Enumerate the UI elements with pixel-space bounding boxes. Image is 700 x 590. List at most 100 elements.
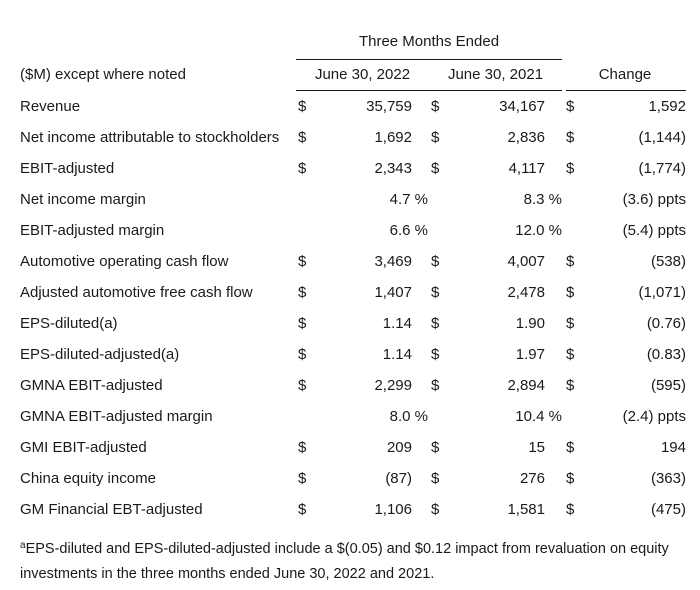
row-label: GMNA EBIT-adjusted	[20, 377, 163, 394]
table-row: EPS-diluted-adjusted(a) $1.14 $1.97 $ (0.83)	[0, 342, 700, 373]
dollar-sign: $	[566, 98, 575, 115]
value-change: (2.4) ppts	[622, 408, 686, 425]
dollar-sign: $	[298, 377, 307, 394]
table-body: Revenue $35,759 $34,167 $1,592 Net income at…	[0, 94, 700, 528]
dollar-sign: $	[431, 253, 440, 270]
value-2021: 4,117	[508, 160, 545, 177]
value-2022: 35,759	[366, 98, 412, 115]
value-2021: 2,836	[507, 129, 545, 146]
dollar-sign: $	[431, 129, 440, 146]
table-row: GMI EBIT-adjusted $209 $15 $194	[0, 435, 700, 466]
row-label: Net income margin	[20, 191, 146, 208]
value-2021: 1.90	[515, 315, 545, 332]
value-2022: 1,692	[374, 129, 412, 146]
row-label: EPS-diluted(a)	[20, 315, 118, 332]
dollar-sign: $	[566, 439, 575, 456]
header-col-2022: June 30, 2022	[314, 66, 411, 83]
table-row: GMNA EBIT-adjusted margin 8.0 % 10.4 % (2.4…	[0, 404, 700, 435]
value-2022: (87)	[385, 470, 412, 487]
dollar-sign: $	[298, 315, 307, 332]
dollar-sign: $	[298, 470, 307, 487]
value-2021: 1,581	[507, 501, 545, 518]
row-label: EPS-diluted-adjusted(a)	[20, 346, 180, 363]
dollar-sign: $	[298, 439, 307, 456]
dollar-sign: $	[431, 501, 440, 518]
row-label: EBIT-adjusted margin	[20, 222, 165, 239]
dollar-sign: $	[431, 439, 440, 456]
dollar-sign: $	[566, 129, 575, 146]
value-change: 1,592	[648, 98, 686, 115]
dollar-sign: $	[566, 346, 575, 363]
value-2022: 2,343	[374, 160, 412, 177]
dollar-sign: $	[566, 315, 575, 332]
value-change: (595)	[650, 377, 686, 394]
dollar-sign: $	[566, 253, 575, 270]
dollar-sign: $	[298, 129, 307, 146]
footnote: aEPS-diluted and EPS-diluted-adjusted in…	[20, 533, 690, 587]
dollar-sign: $	[566, 470, 575, 487]
margin-2022: 6.6 %	[389, 222, 428, 239]
dollar-sign: $	[431, 346, 440, 363]
table-row: Adjusted automotive free cash flow $1,407…	[0, 280, 700, 311]
value-2021: 2,478	[507, 284, 545, 301]
margin-2022: 4.7 %	[389, 191, 428, 208]
margin-2021: 10.4 %	[515, 408, 562, 425]
dollar-sign: $	[298, 284, 307, 301]
value-2021: 2,894	[507, 377, 545, 394]
dollar-sign: $	[566, 284, 575, 301]
value-2022: 1.14	[382, 346, 412, 363]
table-row: Net income attributable to stockholders $…	[0, 125, 700, 156]
value-2022: 1,407	[374, 284, 412, 301]
dollar-sign: $	[431, 98, 440, 115]
dollar-sign: $	[566, 501, 575, 518]
value-2022: 209	[386, 439, 412, 456]
dollar-sign: $	[431, 284, 440, 301]
row-label: China equity income	[20, 470, 156, 487]
row-label: GMNA EBIT-adjusted margin	[20, 408, 213, 425]
value-change: (363)	[650, 470, 686, 487]
value-change: (1,071)	[638, 284, 686, 301]
dollar-sign: $	[298, 160, 307, 177]
table-row: EPS-diluted(a) $1.14 $1.90 $ (0.76)	[0, 311, 700, 342]
value-change: 194	[660, 439, 686, 456]
table-row: GMNA EBIT-adjusted $2,299 $2,894 $ (595)	[0, 373, 700, 404]
row-label: Adjusted automotive free cash flow	[20, 284, 253, 301]
dollar-sign: $	[431, 160, 440, 177]
header-label: ($M) except where noted	[20, 66, 186, 83]
value-2021: 34,167	[499, 98, 545, 115]
header-col-change: Change	[598, 66, 652, 83]
row-label: GM Financial EBT-adjusted	[20, 501, 203, 518]
table-row: EBIT-adjusted $2,343 $4,117 $ (1,774)	[0, 156, 700, 187]
margin-2021: 12.0 %	[515, 222, 562, 239]
dollar-sign: $	[431, 315, 440, 332]
value-change: (0.83)	[646, 346, 686, 363]
table-row: China equity income $ (87) $276 $ (363)	[0, 466, 700, 497]
value-change: (538)	[650, 253, 686, 270]
row-label: EBIT-adjusted	[20, 160, 115, 177]
header-rule-change	[566, 90, 686, 91]
value-change: (1,774)	[638, 160, 686, 177]
group-header-rule	[296, 59, 562, 60]
row-label: Automotive operating cash flow	[20, 253, 229, 270]
row-label: GMI EBIT-adjusted	[20, 439, 147, 456]
value-2021: 4,007	[507, 253, 545, 270]
table-row: Net income margin 4.7 % 8.3 % (3.6) ppts	[0, 187, 700, 218]
dollar-sign: $	[298, 346, 307, 363]
table-row: GM Financial EBT-adjusted $1,106 $1,581 $ (4…	[0, 497, 700, 528]
value-change: (0.76)	[646, 315, 686, 332]
value-2022: 3,469	[374, 253, 412, 270]
header-col-2021: June 30, 2021	[447, 66, 544, 83]
header-rule-periods	[296, 90, 562, 91]
value-change: (475)	[650, 501, 686, 518]
group-header: Three Months Ended	[358, 33, 500, 50]
value-2022: 2,299	[374, 377, 412, 394]
margin-2021: 8.3 %	[523, 191, 562, 208]
dollar-sign: $	[298, 501, 307, 518]
column-header-row: ($M) except where noted June 30, 2022 Ju…	[0, 66, 700, 91]
value-2022: 1.14	[382, 315, 412, 332]
dollar-sign: $	[431, 377, 440, 394]
footnote-text: EPS-diluted and EPS-diluted-adjusted inc…	[20, 541, 669, 582]
value-change: (5.4) ppts	[622, 222, 686, 239]
row-label: Net income attributable to stockholders	[20, 129, 280, 146]
